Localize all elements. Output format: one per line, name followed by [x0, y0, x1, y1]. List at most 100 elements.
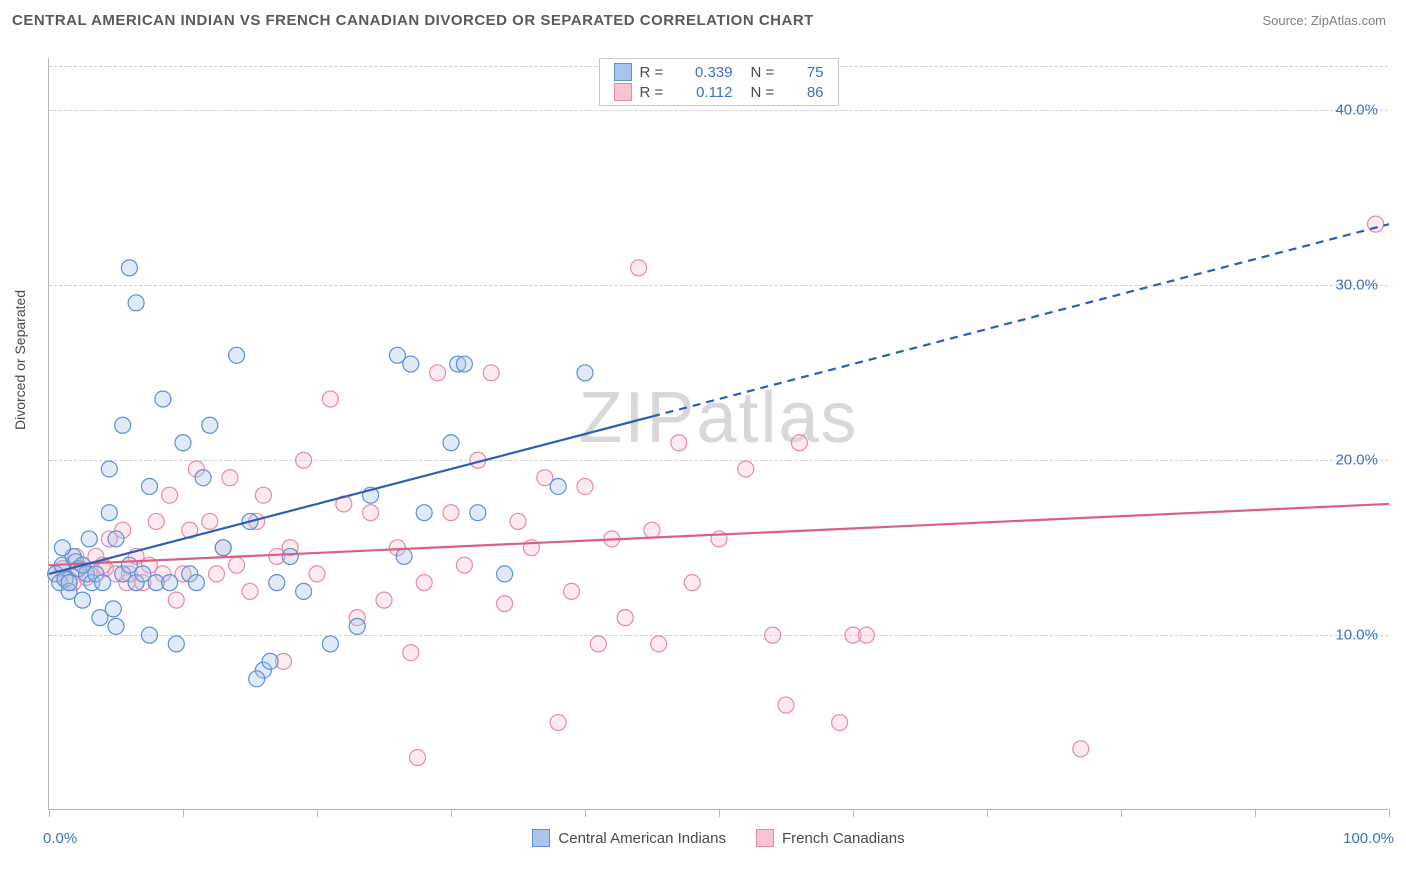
data-point	[101, 505, 117, 521]
data-point	[249, 671, 265, 687]
data-point	[349, 618, 365, 634]
data-point	[550, 715, 566, 731]
legend-n-value-2: 86	[794, 84, 824, 101]
swatch-series-2	[614, 83, 632, 101]
legend-r-value-1: 0.339	[678, 64, 733, 81]
data-point	[1073, 741, 1089, 757]
data-point	[416, 575, 432, 591]
legend-item-series-2: French Canadians	[756, 829, 905, 847]
data-point	[142, 478, 158, 494]
data-point	[550, 478, 566, 494]
data-point	[168, 592, 184, 608]
data-point	[105, 601, 121, 617]
data-point	[215, 540, 231, 556]
data-point	[430, 365, 446, 381]
data-point	[175, 435, 191, 451]
data-point	[497, 596, 513, 612]
data-point	[778, 697, 794, 713]
data-point	[470, 505, 486, 521]
legend-n-label: N =	[751, 84, 786, 101]
y-axis-label: Divorced or Separated	[12, 290, 28, 430]
data-point	[443, 435, 459, 451]
data-point	[738, 461, 754, 477]
data-point	[403, 356, 419, 372]
data-point	[644, 522, 660, 538]
swatch-series-2-bottom	[756, 829, 774, 847]
series-legend: Central American Indians French Canadian…	[49, 829, 1388, 847]
source-attribution: Source: ZipAtlas.com	[1262, 13, 1386, 28]
data-point	[282, 548, 298, 564]
data-point	[296, 583, 312, 599]
swatch-series-1	[614, 63, 632, 81]
data-point	[115, 417, 131, 433]
data-point	[363, 505, 379, 521]
legend-label-2: French Canadians	[782, 830, 905, 847]
data-point	[75, 592, 91, 608]
data-point	[162, 487, 178, 503]
data-point	[858, 627, 874, 643]
data-point	[121, 260, 137, 276]
data-point	[108, 618, 124, 634]
data-point	[242, 583, 258, 599]
data-point	[209, 566, 225, 582]
legend-n-value-1: 75	[794, 64, 824, 81]
data-point	[255, 487, 271, 503]
data-point	[1368, 216, 1384, 232]
chart-title: CENTRAL AMERICAN INDIAN VS FRENCH CANADI…	[12, 12, 814, 29]
data-point	[202, 417, 218, 433]
data-point	[617, 610, 633, 626]
x-tick-label-min: 0.0%	[43, 830, 77, 847]
data-point	[61, 575, 77, 591]
data-point	[229, 347, 245, 363]
data-point	[95, 575, 111, 591]
data-point	[832, 715, 848, 731]
data-point	[564, 583, 580, 599]
data-point	[108, 531, 124, 547]
legend-row-series-1: R = 0.339 N = 75	[614, 63, 824, 81]
data-point	[376, 592, 392, 608]
data-point	[497, 566, 513, 582]
data-point	[188, 575, 204, 591]
data-point	[456, 557, 472, 573]
data-point	[590, 636, 606, 652]
data-point	[577, 365, 593, 381]
legend-r-label: R =	[640, 84, 670, 101]
data-point	[403, 645, 419, 661]
chart-header: CENTRAL AMERICAN INDIAN VS FRENCH CANADI…	[0, 0, 1406, 37]
data-point	[202, 513, 218, 529]
x-tick-label-max: 100.0%	[1343, 830, 1394, 847]
scatter-svg	[49, 58, 1388, 809]
data-point	[791, 435, 807, 451]
data-point	[229, 557, 245, 573]
data-point	[396, 548, 412, 564]
data-point	[296, 452, 312, 468]
data-point	[410, 750, 426, 766]
legend-r-label: R =	[640, 64, 670, 81]
data-point	[443, 505, 459, 521]
data-point	[684, 575, 700, 591]
data-point	[416, 505, 432, 521]
legend-item-series-1: Central American Indians	[532, 829, 726, 847]
data-point	[651, 636, 667, 652]
data-point	[162, 575, 178, 591]
data-point	[577, 478, 593, 494]
data-point	[631, 260, 647, 276]
data-point	[322, 391, 338, 407]
data-point	[483, 365, 499, 381]
trend-line-extrapolated	[652, 224, 1389, 416]
data-point	[322, 636, 338, 652]
data-point	[101, 461, 117, 477]
legend-r-value-2: 0.112	[678, 84, 733, 101]
data-point	[195, 470, 211, 486]
data-point	[309, 566, 325, 582]
legend-label-1: Central American Indians	[558, 830, 726, 847]
data-point	[765, 627, 781, 643]
legend-row-series-2: R = 0.112 N = 86	[614, 83, 824, 101]
data-point	[81, 531, 97, 547]
data-point	[456, 356, 472, 372]
data-point	[168, 636, 184, 652]
data-point	[262, 653, 278, 669]
data-point	[148, 513, 164, 529]
chart-plot-area: ZIPatlas 10.0%20.0%30.0%40.0% R = 0.339 …	[48, 58, 1388, 810]
data-point	[222, 470, 238, 486]
